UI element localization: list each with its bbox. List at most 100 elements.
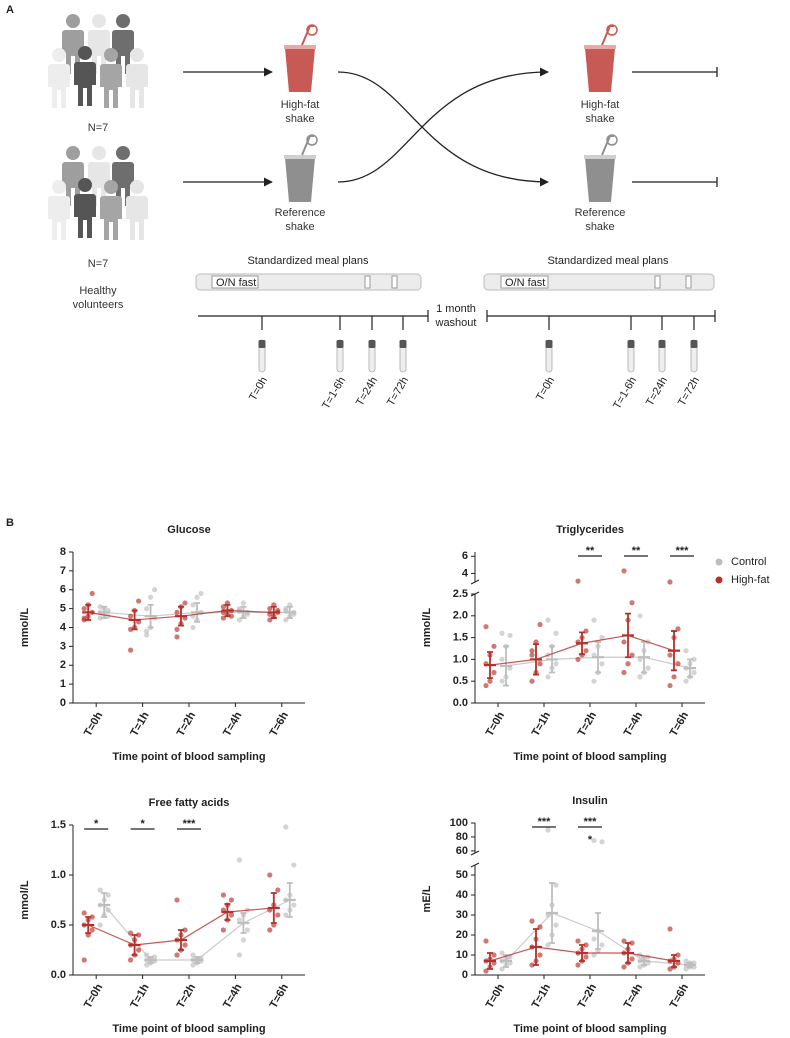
tube-icon: [399, 339, 407, 373]
data-point: [174, 952, 180, 958]
data-point: [691, 656, 697, 663]
arrow: [337, 67, 549, 183]
y-tick-label: 20: [456, 929, 468, 941]
y-tick-label: 1.5: [453, 632, 468, 644]
data-point: [174, 897, 180, 903]
chart-title: Triglycerides: [556, 524, 624, 536]
y-tick-label: 0.5: [453, 675, 468, 687]
data-point: [545, 674, 551, 680]
data-point: [97, 604, 103, 610]
data-point: [136, 932, 142, 938]
significance-label: **: [632, 545, 641, 557]
washout-label: 1 month washout: [435, 303, 477, 329]
data-point: [97, 922, 103, 928]
shake-label: Reference shake: [274, 207, 326, 233]
x-tick-label: T=2h: [576, 710, 600, 739]
data-point: [637, 613, 643, 619]
meal-plan-title: Standardized meal plans: [547, 255, 669, 267]
data-point: [97, 887, 103, 893]
data-point: [507, 632, 513, 639]
data-point: [128, 957, 134, 963]
charts: Glucose mmol/L Time point of blood samplin…: [19, 524, 770, 1035]
data-point: [174, 626, 180, 632]
data-point: [283, 824, 289, 830]
timepoint-label: T=72h: [385, 375, 411, 408]
data-point: [89, 590, 95, 597]
data-point: [144, 628, 150, 634]
data-point: [683, 648, 689, 654]
timeline: [198, 310, 716, 330]
shake-label: High-fat shake: [580, 99, 620, 125]
data-point: [583, 954, 589, 960]
x-tick-label: T=6h: [268, 710, 292, 739]
data-point: [575, 578, 581, 584]
data-point: [637, 674, 643, 680]
meal-box: [391, 275, 398, 289]
data-point: [529, 652, 535, 658]
y-tick-label: 7: [60, 565, 66, 577]
data-point: [136, 598, 142, 604]
shake-label: High-fat shake: [280, 99, 320, 125]
timepoint-label: T=0h: [247, 375, 270, 403]
data-point: [97, 615, 103, 621]
data-point: [194, 594, 200, 600]
data-point: [621, 568, 627, 574]
y-tick-label: 2: [60, 659, 66, 671]
data-point: [667, 652, 673, 658]
timepoint-label: T=1-6h: [320, 375, 348, 411]
data-point: [89, 927, 95, 933]
timepoint-label: T=1-6h: [611, 375, 639, 411]
meal-plan: Standardized meal plans O/N fast Standar…: [195, 255, 715, 291]
data-point: [128, 647, 134, 653]
y-tick-label: 2.0: [453, 610, 468, 622]
data-point: [220, 892, 226, 898]
y-axis-label: mmol/L: [19, 608, 31, 647]
data-point: [81, 910, 87, 916]
data-point: [483, 682, 489, 689]
data-point: [81, 957, 87, 963]
y-tick-label: 0.0: [51, 969, 66, 981]
legend-marker: [715, 558, 723, 566]
significance-label: ***: [676, 545, 690, 557]
chart-title: Insulin: [572, 795, 608, 807]
data-point: [220, 927, 226, 933]
data-point: [236, 857, 242, 863]
y-tick-label: 6: [60, 584, 66, 596]
legend-label: High-fat: [731, 574, 770, 586]
data-point: [591, 952, 597, 958]
data-point: [228, 912, 234, 918]
data-point: [529, 918, 535, 924]
y-tick-label: 10: [456, 949, 468, 961]
data-point: [591, 678, 597, 684]
end-line: [632, 67, 718, 77]
fast-label: O/N fast: [216, 277, 256, 289]
data-point: [240, 937, 246, 943]
x-tick-label: T=6h: [268, 982, 292, 1011]
x-axis-label: Time point of blood sampling: [112, 1023, 265, 1035]
data-point: [275, 912, 281, 918]
data-point: [89, 914, 95, 920]
significance-label: **: [586, 545, 595, 557]
x-axis-label: Time point of blood sampling: [513, 751, 666, 763]
y-tick-label: 8: [60, 546, 66, 558]
data-point: [675, 952, 681, 958]
y-tick-label: 0.5: [51, 919, 66, 931]
y-tick-label: 30: [456, 909, 468, 921]
data-point: [621, 639, 627, 645]
data-point: [267, 927, 273, 933]
data-point: [553, 661, 559, 667]
data-point: [545, 617, 551, 623]
data-point: [240, 600, 246, 606]
data-point: [236, 917, 242, 923]
tube-icon: [258, 339, 266, 373]
data-point: [174, 634, 180, 640]
data-point: [537, 952, 543, 958]
y-tick-label: 50: [456, 869, 468, 881]
panel-label: B: [6, 517, 14, 529]
x-tick-label: T=4h: [622, 982, 646, 1011]
y-tick-label: 4: [462, 567, 469, 579]
data-point: [529, 678, 535, 684]
significance-label: *: [588, 834, 593, 846]
